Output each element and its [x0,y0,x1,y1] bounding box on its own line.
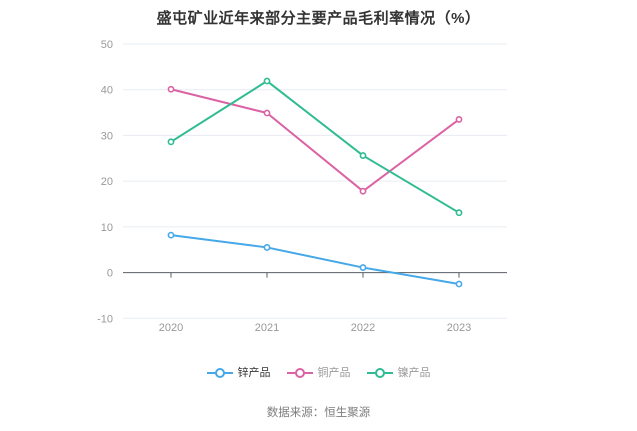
x-tick-label: 2023 [447,322,471,334]
data-point [167,85,175,93]
data-point [359,187,367,195]
series-line [170,80,460,214]
y-gridlines [123,43,507,319]
legend-item-label: 铜产品 [317,367,351,379]
y-tick-label: 40 [101,85,113,97]
series-copper [167,85,463,195]
series-line [170,234,460,286]
series-nickel [167,77,463,217]
data-point [263,244,271,251]
y-tick-label: 0 [107,268,113,280]
line-chart: -10 0 10 20 30 40 50 2020 2021 2022 2023 [97,39,507,334]
x-axis-ticks [170,272,460,278]
series-line [170,88,460,193]
data-point [167,138,175,146]
y-tick-label: 30 [101,130,113,142]
x-axis-labels: 2020 2021 2022 2023 [159,322,471,334]
legend-item-label: 锌产品 [237,367,271,379]
data-point [167,231,175,239]
legend-item-copper[interactable]: 铜产品 [286,364,351,382]
legend-line-marker-icon [366,368,393,378]
x-tick-label: 2020 [159,322,183,334]
y-tick-label: 20 [101,176,113,188]
x-tick-label: 2021 [255,322,279,334]
y-tick-label: -10 [97,313,113,325]
x-tick-label: 2022 [351,322,375,334]
data-point [359,264,367,271]
y-tick-label: 50 [101,39,113,51]
legend-item-label: 镍产品 [397,367,431,379]
legend-line-marker-icon [206,368,233,378]
data-point [263,109,271,117]
data-source-label: 数据来源：恒生聚源 [266,407,371,419]
chart-title: 盛屯矿业近年来部分主要产品毛利率情况（%） [156,10,481,27]
data-point [455,280,463,288]
data-point [359,152,367,159]
data-point [263,77,271,85]
legend-line-marker-icon [286,368,313,378]
legend-item-nickel[interactable]: 镍产品 [366,364,431,382]
y-axis-labels: -10 0 10 20 30 40 50 [97,39,113,325]
series-zinc [167,231,463,288]
legend-item-zinc[interactable]: 锌产品 [206,364,271,382]
data-point [455,209,463,217]
data-point [455,116,463,123]
y-tick-label: 10 [101,222,113,234]
chart-legend: 锌产品 铜产品 镍产品 [0,364,637,382]
